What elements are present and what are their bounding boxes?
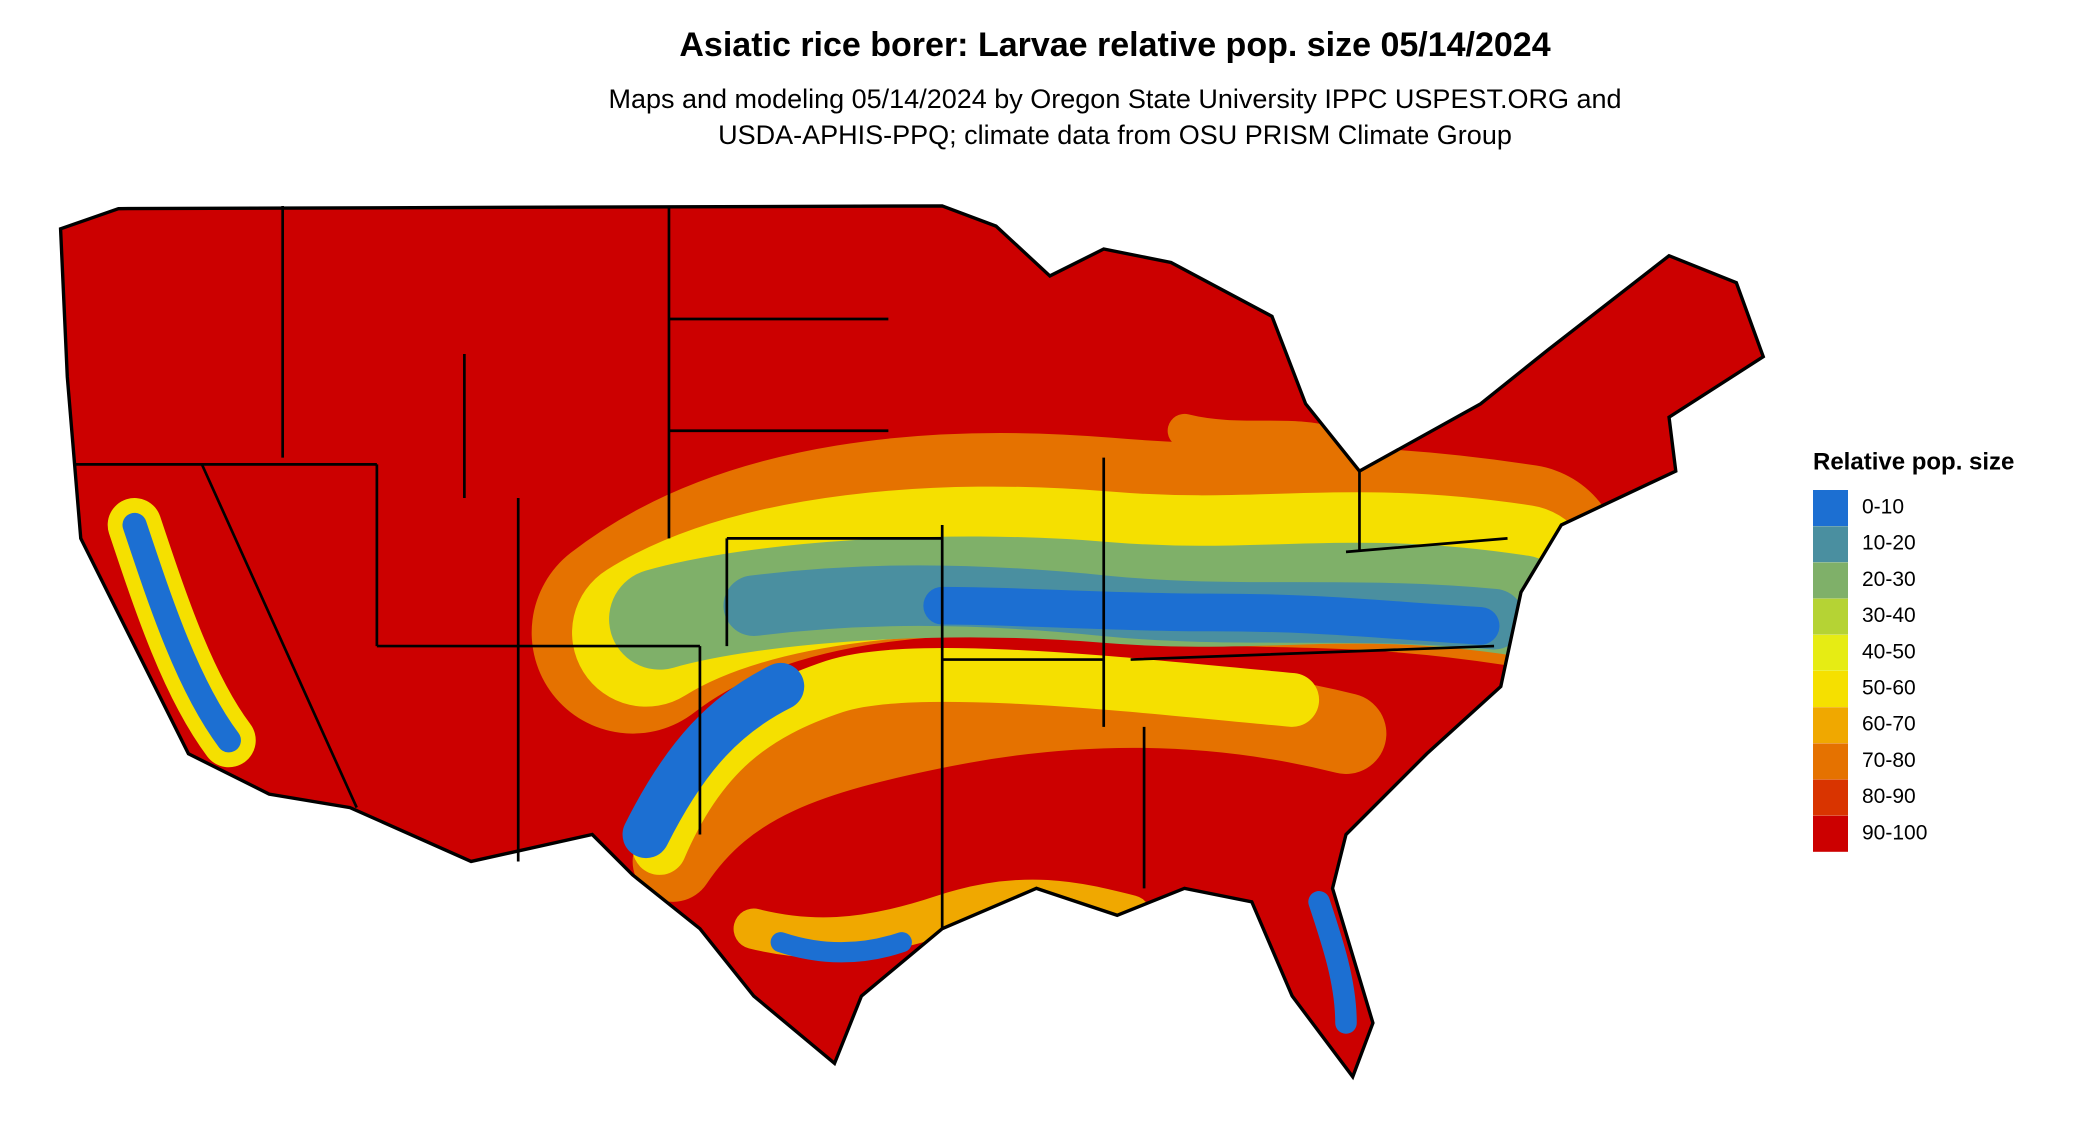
legend-label: 10-20 (1862, 532, 1916, 555)
legend-label: 0-10 (1862, 496, 1904, 519)
legend-swatch (1813, 707, 1848, 744)
legend-label: 50-60 (1862, 677, 1916, 700)
legend-title: Relative pop. size (1813, 448, 2014, 475)
legend-swatch (1813, 743, 1848, 780)
legend-label: 60-70 (1862, 713, 1916, 736)
legend-label: 20-30 (1862, 568, 1916, 591)
legend-swatch (1813, 634, 1848, 671)
legend-swatch (1813, 815, 1848, 852)
legend-label: 30-40 (1862, 604, 1916, 627)
legend-label: 90-100 (1862, 821, 1927, 844)
legend-swatch (1813, 671, 1848, 707)
legend-label: 80-90 (1862, 785, 1916, 808)
map-title: Asiatic rice borer: Larvae relative pop.… (679, 26, 1550, 64)
legend-swatch (1813, 490, 1848, 526)
map-subtitle: USDA-APHIS-PPQ; climate data from OSU PR… (718, 120, 1512, 150)
legend-label: 40-50 (1862, 640, 1916, 663)
legend-swatch (1813, 598, 1848, 635)
legend: 0-10 10-20 20-30 30-40 40-50 50-60 60-70 70-80 8… (1813, 490, 1927, 852)
legend-label: 70-80 (1862, 749, 1916, 772)
legend-swatch (1813, 779, 1848, 816)
legend-swatch (1813, 526, 1848, 563)
map (58, 204, 1765, 1079)
legend-swatch (1813, 562, 1848, 599)
map-subtitle: Maps and modeling 05/14/2024 by Oregon S… (608, 84, 1621, 114)
